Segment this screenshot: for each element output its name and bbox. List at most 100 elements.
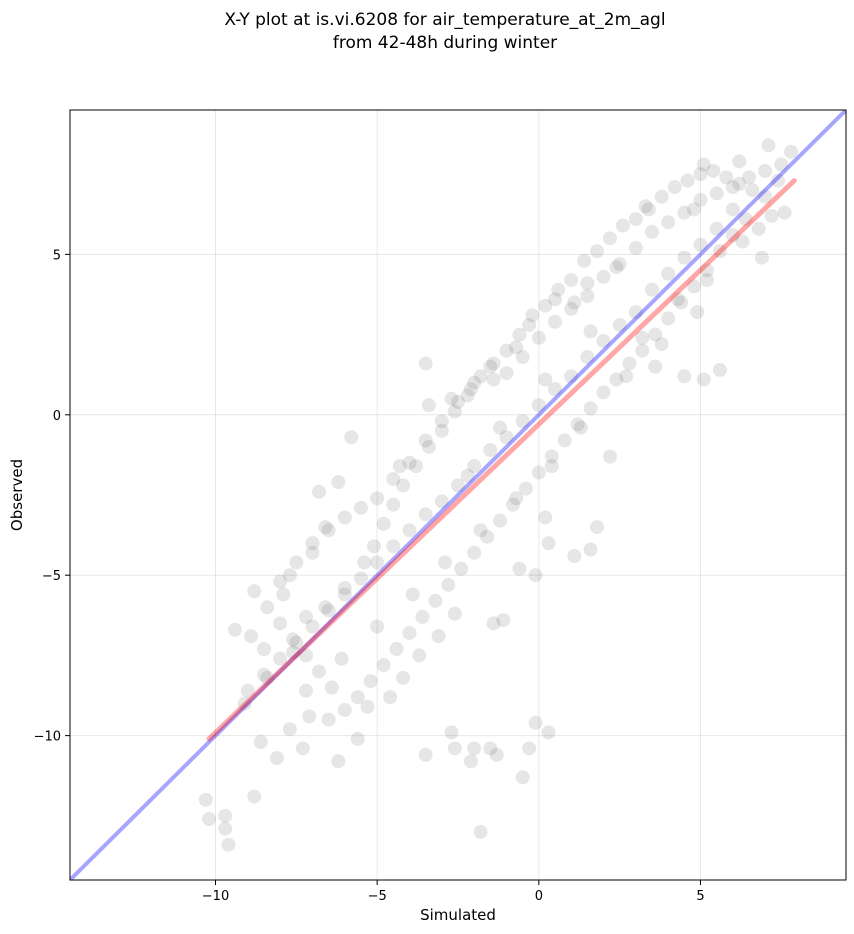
data-point <box>493 420 508 435</box>
data-point <box>774 157 789 172</box>
data-point <box>602 231 617 246</box>
data-point <box>247 584 262 599</box>
data-point <box>522 317 537 332</box>
data-point <box>444 391 459 406</box>
data-point <box>289 635 304 650</box>
data-point <box>273 651 288 666</box>
data-point <box>580 350 595 365</box>
data-point <box>480 529 495 544</box>
data-point <box>515 350 530 365</box>
data-point <box>311 484 326 499</box>
data-point <box>415 609 430 624</box>
data-point <box>548 382 562 397</box>
data-point <box>311 664 326 679</box>
data-point <box>337 587 352 602</box>
data-point <box>732 154 747 169</box>
data-point <box>515 770 530 785</box>
data-point <box>460 468 475 483</box>
data-point <box>570 417 585 432</box>
data-point <box>725 180 740 194</box>
data-point <box>699 263 714 278</box>
data-point <box>253 735 268 750</box>
data-point <box>548 314 562 329</box>
data-point <box>693 167 708 182</box>
data-point <box>564 301 579 316</box>
data-point <box>383 690 398 705</box>
data-point <box>499 430 514 445</box>
data-point <box>318 520 333 535</box>
data-point <box>299 683 314 698</box>
data-point <box>447 404 462 419</box>
data-point <box>654 337 669 352</box>
data-point <box>512 561 527 576</box>
data-point <box>302 709 317 724</box>
data-point <box>628 240 643 255</box>
data-point <box>583 324 598 339</box>
data-point <box>764 208 779 223</box>
x-axis-label: Simulated <box>420 906 496 924</box>
data-point <box>370 619 385 634</box>
identity-line <box>70 110 846 880</box>
data-point <box>590 244 605 259</box>
data-point <box>467 375 482 390</box>
data-point <box>557 433 572 448</box>
data-point <box>473 369 488 384</box>
data-point <box>784 144 799 159</box>
data-point <box>337 702 352 717</box>
data-point <box>709 221 724 236</box>
data-point <box>648 359 663 374</box>
data-point <box>590 520 605 535</box>
data-point <box>370 555 385 570</box>
data-point <box>344 430 359 445</box>
data-point <box>596 269 611 284</box>
data-point <box>670 292 685 307</box>
data-point <box>244 629 259 644</box>
data-point <box>531 465 546 480</box>
data-point <box>661 266 676 281</box>
data-point <box>434 414 449 429</box>
data-point <box>444 725 459 740</box>
data-point <box>538 510 553 525</box>
data-point <box>544 449 559 464</box>
data-point <box>751 221 766 236</box>
data-point <box>331 475 346 490</box>
data-point <box>434 423 449 438</box>
data-point <box>438 555 453 570</box>
data-point <box>418 507 433 522</box>
data-point <box>486 372 501 387</box>
data-point <box>725 228 740 243</box>
data-point <box>247 789 262 804</box>
data-point <box>402 625 417 640</box>
data-point <box>693 192 708 207</box>
data-point <box>496 613 511 628</box>
data-point <box>648 327 663 342</box>
data-point <box>350 731 365 746</box>
data-point <box>463 754 478 769</box>
data-point <box>366 539 381 554</box>
data-point <box>483 443 498 458</box>
data-point <box>418 356 433 371</box>
x-tick-label: −5 <box>368 889 387 904</box>
data-point <box>641 202 656 217</box>
data-point <box>771 173 786 188</box>
data-point <box>451 394 465 409</box>
data-point <box>218 808 233 823</box>
data-point <box>321 523 336 538</box>
data-point <box>580 276 595 291</box>
data-point <box>596 385 611 400</box>
y-tick-label: 0 <box>53 409 61 424</box>
data-point <box>712 362 727 377</box>
data-point <box>761 138 776 153</box>
data-point <box>493 513 508 528</box>
data-point <box>299 648 314 663</box>
data-point <box>354 571 368 586</box>
data-point <box>528 568 543 583</box>
data-point <box>257 667 271 682</box>
data-point <box>680 173 695 188</box>
data-point <box>405 587 420 602</box>
data-point <box>505 497 520 512</box>
data-point <box>257 642 271 656</box>
data-point <box>418 747 433 762</box>
data-point <box>525 308 540 323</box>
